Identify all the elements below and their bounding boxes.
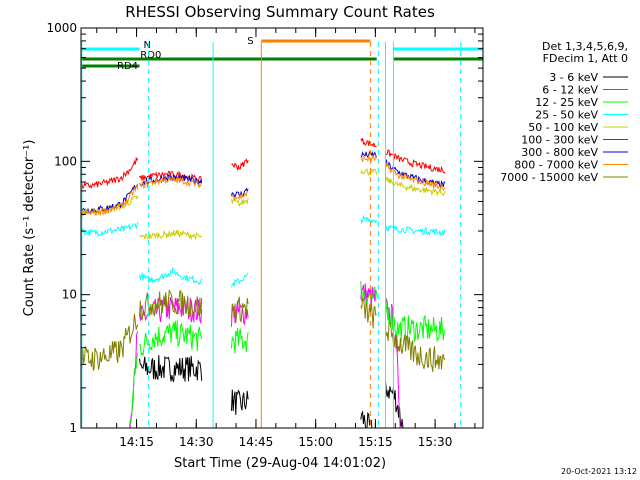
series-line-segment <box>81 156 139 189</box>
legend-label: 7000 - 15000 keV <box>500 171 598 184</box>
flag-s: S <box>247 36 371 47</box>
series-line-segment <box>139 296 203 325</box>
series-line-segment <box>81 183 139 218</box>
legend-label: 12 - 25 keV <box>535 96 598 109</box>
legend: Det 1,3,4,5,6,9,FDecim 1, Att 0 3 - 6 keV… <box>500 40 628 184</box>
legend-label: 100 - 300 keV <box>521 134 598 147</box>
series-3to6keV-kev <box>81 355 428 428</box>
legend-label: 800 - 7000 keV <box>514 159 598 172</box>
series-line-segment <box>231 272 249 288</box>
series-line-segment <box>231 327 249 354</box>
y-tick-label: 1 <box>69 421 77 435</box>
legend-label: 25 - 50 keV <box>535 109 598 122</box>
legend-header: FDecim 1, Att 0 <box>543 52 628 65</box>
series-line-segment <box>231 190 249 201</box>
y-axis-label: Count Rate (s⁻¹ detector⁻¹) <box>22 140 37 317</box>
series-line-segment <box>385 381 428 428</box>
x-tick-label: 14:15 <box>119 435 154 449</box>
series-line-segment <box>128 330 138 428</box>
legend-label: 300 - 800 keV <box>521 146 598 159</box>
legend-entry: 3 - 6 keV <box>549 71 628 84</box>
series-line-segment <box>81 221 139 237</box>
series-layer <box>81 138 446 428</box>
legend-label: 6 - 12 keV <box>542 84 598 97</box>
y-tick-label: 1000 <box>46 21 77 35</box>
series-line-segment <box>139 355 203 382</box>
series-line-segment <box>385 162 446 192</box>
series-line-segment <box>360 410 373 428</box>
series-line-segment <box>139 267 203 285</box>
legend-entry: 300 - 800 keV <box>521 146 628 159</box>
series-line-segment <box>360 154 378 163</box>
series-line-segment <box>385 159 446 189</box>
flag-rd0: RD0 <box>81 50 483 61</box>
x-tick-label: 15:00 <box>298 435 333 449</box>
legend-header: Det 1,3,4,5,6,9, <box>542 40 628 53</box>
series-line-segment <box>139 175 202 189</box>
series-line-segment <box>385 224 446 237</box>
series-line-segment <box>231 158 249 172</box>
series-line-segment <box>139 289 203 321</box>
flag-label: RD0 <box>140 50 161 61</box>
series-line-segment <box>360 297 377 329</box>
series-line-segment <box>139 228 203 241</box>
series-line-segment <box>360 214 378 225</box>
legend-entry: 100 - 300 keV <box>521 134 628 147</box>
series-line-segment <box>385 321 446 372</box>
x-tick-label: 15:30 <box>418 435 453 449</box>
axis-layer: 1 10 100 1000 14:15 14:30 14:45 15:00 15:15 15:30 <box>46 21 483 449</box>
series-50to100keV-kev <box>81 168 446 241</box>
legend-entry: 25 - 50 keV <box>535 109 628 122</box>
series-25to50keV-kev <box>81 214 446 288</box>
x-axis-label: Start Time (29-Aug-04 14:01:02) <box>174 456 386 471</box>
series-line-segment <box>360 280 378 306</box>
series-line-segment <box>360 138 377 148</box>
legend-label: 50 - 100 keV <box>528 121 598 134</box>
x-tick-label: 14:45 <box>239 435 274 449</box>
legend-entry: 12 - 25 keV <box>535 96 628 109</box>
series-12to25keV-kev <box>128 280 446 428</box>
flag-label: N <box>144 40 151 51</box>
legend-label: 3 - 6 keV <box>549 71 598 84</box>
series-line-segment <box>81 427 128 428</box>
generation-timestamp: 20-Oct-2021 13:12 <box>561 467 637 476</box>
series-7000to15000keV-kev <box>81 289 446 372</box>
plot-frame <box>80 27 484 429</box>
series-line-segment <box>231 296 249 324</box>
series-line-segment <box>385 149 446 174</box>
flag-n: N <box>81 40 151 51</box>
legend-entry: 7000 - 15000 keV <box>500 171 628 184</box>
x-tick-label: 14:30 <box>179 435 214 449</box>
series-line-segment <box>139 320 203 357</box>
series-line-segment <box>231 389 249 415</box>
legend-entry: 50 - 100 keV <box>528 121 628 134</box>
series-line-segment <box>385 296 446 343</box>
series-line-segment <box>81 184 139 215</box>
series-800to7000keV-kev <box>81 154 446 218</box>
series-line-segment <box>360 168 378 176</box>
flag-label: RD4 <box>117 61 138 72</box>
series-line-segment <box>360 151 377 159</box>
series-line-segment <box>139 174 203 187</box>
chart-title: RHESSI Observing Summary Count Rates <box>125 3 435 21</box>
series-line-segment <box>81 313 139 372</box>
series-line-segment <box>128 353 139 428</box>
series-line-segment <box>385 176 446 197</box>
legend-entry: 6 - 12 keV <box>542 84 628 97</box>
flag-label: S <box>247 36 253 47</box>
legend-entry: 800 - 7000 keV <box>514 159 628 172</box>
y-tick-label: 100 <box>54 154 77 168</box>
y-tick-label: 10 <box>62 288 77 302</box>
series-6to12keV-kev <box>128 283 446 428</box>
x-tick-label: 15:15 <box>358 435 393 449</box>
flag-rd4: RD4 <box>81 61 140 72</box>
